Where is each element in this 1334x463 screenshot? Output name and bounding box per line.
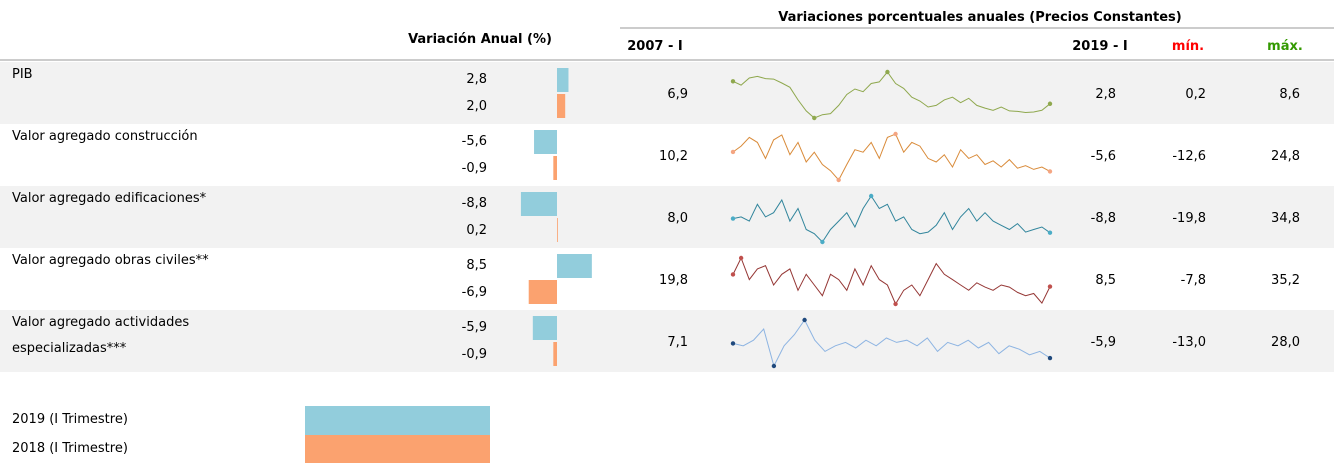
end-value: -5,6 bbox=[1090, 149, 1116, 164]
value-2019: -5,6 bbox=[461, 134, 487, 149]
end-value: 2,8 bbox=[1095, 87, 1116, 102]
start-value: 8,0 bbox=[667, 211, 688, 226]
sparkline-marker bbox=[836, 177, 841, 183]
bar bbox=[553, 342, 557, 366]
value-2019: -5,9 bbox=[461, 320, 487, 335]
min-value: -12,6 bbox=[1172, 149, 1206, 164]
start-value: 19,8 bbox=[659, 273, 688, 288]
bar bbox=[553, 156, 557, 180]
max-value: 35,2 bbox=[1271, 273, 1300, 288]
sparkline-marker bbox=[1047, 284, 1053, 289]
min-value: 0,2 bbox=[1185, 87, 1206, 102]
sparkline-marker bbox=[771, 363, 777, 369]
bar bbox=[557, 94, 566, 118]
column-header: 2019 - I bbox=[1072, 39, 1128, 54]
legend-swatch bbox=[305, 435, 490, 463]
sparkline-marker bbox=[1047, 169, 1053, 174]
sparkline-marker bbox=[802, 317, 807, 323]
sparkline-marker bbox=[730, 272, 736, 277]
value-2018: -0,9 bbox=[461, 161, 487, 176]
start-value: 6,9 bbox=[667, 87, 688, 102]
sparkline-marker bbox=[893, 131, 898, 137]
bar bbox=[534, 130, 557, 154]
min-value: -7,8 bbox=[1180, 273, 1206, 288]
bar bbox=[520, 192, 557, 216]
sparkline bbox=[732, 71, 1051, 119]
min-value: -13,0 bbox=[1172, 335, 1206, 350]
sparkline-marker bbox=[738, 255, 744, 261]
sparkline-marker bbox=[1047, 355, 1053, 361]
row-background bbox=[0, 186, 1334, 248]
column-header: 2007 - I bbox=[627, 39, 683, 54]
sparkline bbox=[732, 319, 1051, 368]
sparkline bbox=[732, 256, 1051, 306]
value-2019: 8,5 bbox=[466, 258, 487, 273]
max-value: 8,6 bbox=[1279, 87, 1300, 102]
sparkline-marker bbox=[730, 149, 736, 155]
row-label: Valor agregado edificaciones* bbox=[12, 191, 207, 206]
sparkline-marker bbox=[1047, 101, 1053, 106]
column-header: mín. bbox=[1171, 39, 1205, 54]
sparkline-marker bbox=[812, 115, 817, 121]
value-2018: -6,9 bbox=[461, 285, 487, 300]
max-value: 28,0 bbox=[1271, 335, 1300, 350]
legend-label: 2019 (I Trimestre) bbox=[12, 412, 128, 427]
sparkline-marker bbox=[730, 216, 736, 221]
row-label: Valor agregado obras civiles** bbox=[12, 253, 209, 268]
legend-swatch bbox=[305, 406, 490, 435]
sparkline-marker bbox=[893, 301, 898, 307]
bar bbox=[557, 68, 569, 92]
value-2019: -8,8 bbox=[461, 196, 487, 211]
header-title: Variación Anual (%) bbox=[408, 32, 552, 47]
row-label: PIB bbox=[12, 67, 33, 82]
min-value: -19,8 bbox=[1172, 211, 1206, 226]
header-title: Variaciones porcentuales anuales (Precio… bbox=[778, 10, 1182, 25]
column-header: máx. bbox=[1267, 39, 1303, 54]
start-value: 10,2 bbox=[659, 149, 688, 164]
row-background bbox=[0, 62, 1334, 124]
bar bbox=[528, 280, 557, 304]
max-value: 24,8 bbox=[1271, 149, 1300, 164]
row-label: Valor agregado construcción bbox=[12, 129, 198, 144]
row-label: Valor agregado actividades especializada… bbox=[12, 315, 190, 356]
sparkline-marker bbox=[868, 193, 874, 199]
end-value: 8,5 bbox=[1095, 273, 1116, 288]
value-2018: 0,2 bbox=[466, 223, 487, 238]
sparkline bbox=[732, 195, 1051, 243]
sparkline-marker bbox=[820, 239, 825, 245]
value-2018: -0,9 bbox=[461, 347, 487, 362]
bar bbox=[557, 254, 592, 278]
legend-label: 2018 (I Trimestre) bbox=[12, 441, 128, 456]
start-value: 7,1 bbox=[667, 335, 688, 350]
sparkline-marker bbox=[730, 79, 736, 84]
bar bbox=[532, 316, 557, 340]
end-value: -5,9 bbox=[1090, 335, 1116, 350]
sparkline-marker bbox=[885, 69, 890, 75]
value-2019: 2,8 bbox=[466, 72, 487, 87]
sparkline-marker bbox=[730, 341, 736, 346]
sparkline-marker bbox=[1047, 230, 1053, 235]
sparkline bbox=[732, 133, 1051, 181]
max-value: 34,8 bbox=[1271, 211, 1300, 226]
end-value: -8,8 bbox=[1090, 211, 1116, 226]
value-2018: 2,0 bbox=[466, 99, 487, 114]
row-background bbox=[0, 310, 1334, 372]
bar bbox=[557, 218, 558, 242]
